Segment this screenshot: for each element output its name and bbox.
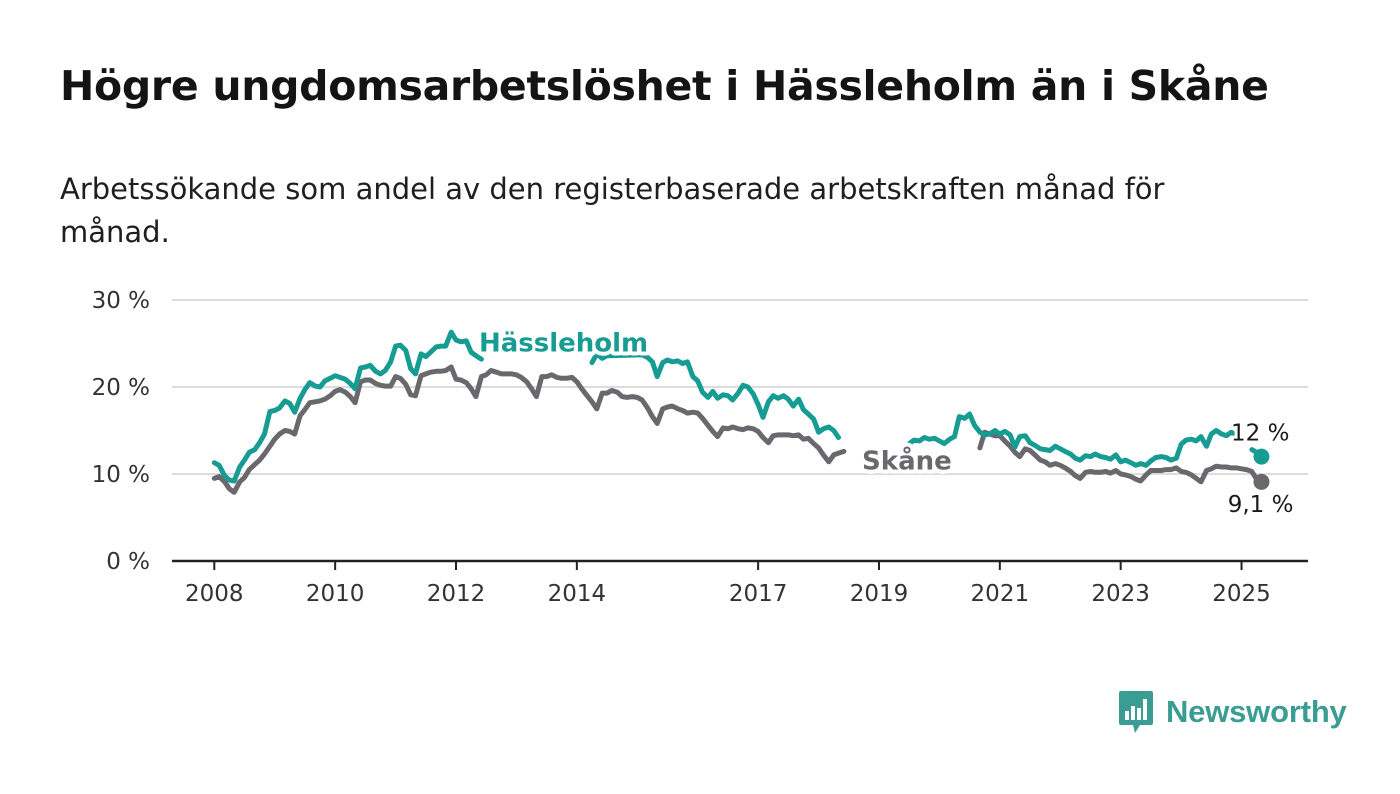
x-tick-label: 2012 (427, 581, 486, 607)
logo-text: Newsworthy (1166, 694, 1347, 729)
y-axis-ticks: 0 % 10 % 20 % 30 % (92, 288, 150, 575)
x-tick-label: 2010 (306, 581, 365, 607)
x-axis: 2008 2010 2012 2014 2017 2019 2021 2023 2025 (172, 559, 1308, 607)
x-tick-label: 2019 (850, 581, 909, 607)
chart-title: Högre ungdomsarbetslöshet i Hässleholm ä… (60, 62, 1269, 110)
series-line-hassleholm (906, 411, 1240, 468)
x-tick-label: 2017 (729, 581, 788, 607)
series-label-skane: Skåne (862, 445, 952, 477)
series-label-hassleholm: Hässleholm (479, 328, 648, 358)
y-tick-label: 20 % (92, 375, 150, 401)
x-tick-label: 2021 (971, 581, 1030, 607)
x-tick-label: 2025 (1212, 581, 1271, 607)
end-label-hassleholm: 12 % (1231, 421, 1289, 447)
y-tick-label: 0 % (106, 549, 150, 575)
end-dot-hassleholm (1253, 448, 1270, 465)
end-label-skane: 9,1 % (1228, 492, 1294, 518)
x-tick-label: 2023 (1091, 581, 1150, 607)
series-lines (211, 329, 1264, 495)
x-tick-label: 2014 (548, 581, 607, 607)
series-line-hassleholm (589, 351, 841, 440)
series-line-skane (211, 364, 847, 495)
y-tick-label: 30 % (92, 288, 150, 314)
series-labels: Hässleholm Skåne 12 % 9,1 % (475, 324, 1297, 520)
series-line-skane (977, 429, 1264, 485)
bar-chart-speech-bubble-icon (1119, 691, 1153, 733)
newsworthy-logo[interactable]: Newsworthy (1118, 689, 1347, 735)
chart-subtitle: Arbetssökande som andel av den registerb… (60, 172, 1165, 249)
series-line-hassleholm (211, 329, 484, 484)
y-tick-label: 10 % (92, 462, 150, 488)
end-dot-skane (1253, 473, 1270, 490)
x-tick-label: 2008 (185, 581, 244, 607)
